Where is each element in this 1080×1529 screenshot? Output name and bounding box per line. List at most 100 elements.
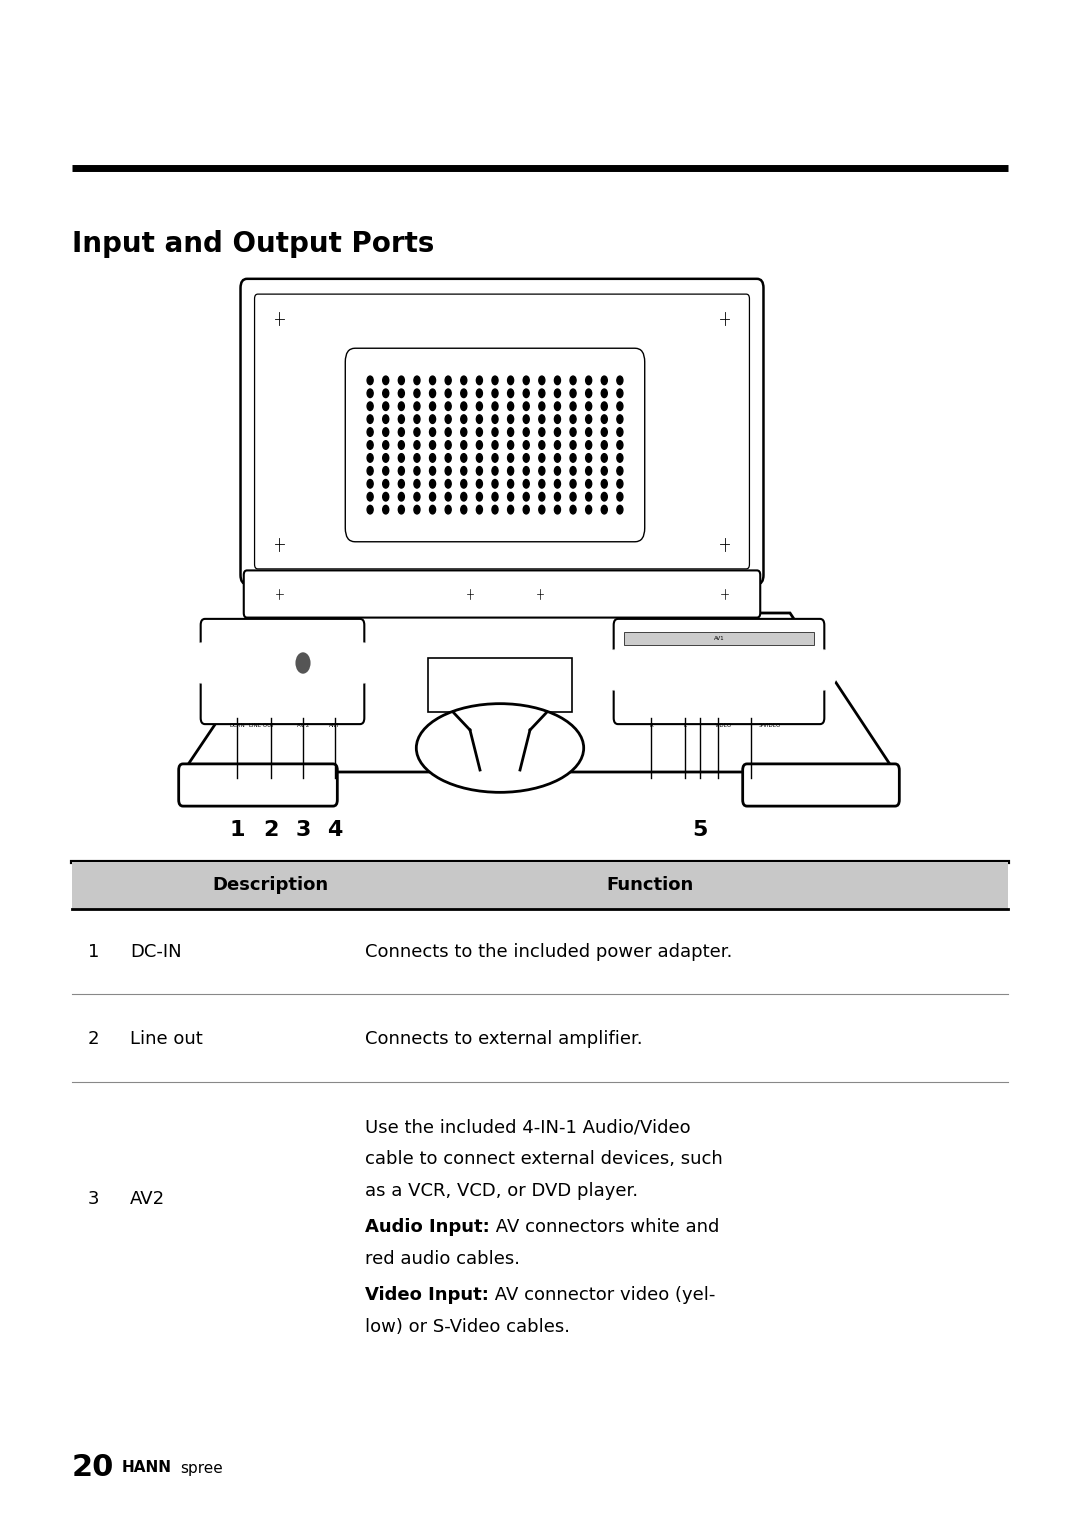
Text: red audio cables.: red audio cables.	[365, 1251, 519, 1268]
Circle shape	[492, 414, 498, 424]
Circle shape	[461, 506, 467, 514]
Text: low) or S-Video cables.: low) or S-Video cables.	[365, 1318, 570, 1336]
Circle shape	[719, 586, 730, 601]
Circle shape	[476, 388, 483, 398]
Circle shape	[445, 466, 451, 476]
Text: VIDEO: VIDEO	[715, 723, 732, 728]
Circle shape	[382, 428, 389, 436]
Circle shape	[600, 650, 629, 690]
Circle shape	[430, 402, 435, 410]
Text: Function: Function	[606, 876, 693, 894]
Circle shape	[367, 428, 374, 436]
Circle shape	[523, 466, 529, 476]
Circle shape	[430, 376, 435, 385]
Circle shape	[476, 480, 483, 488]
Circle shape	[367, 388, 374, 398]
Circle shape	[461, 414, 467, 424]
Circle shape	[508, 440, 514, 450]
Circle shape	[554, 414, 561, 424]
Bar	[624, 631, 813, 645]
Circle shape	[523, 492, 529, 502]
Circle shape	[476, 376, 483, 385]
Circle shape	[585, 414, 592, 424]
Circle shape	[492, 480, 498, 488]
Circle shape	[570, 480, 576, 488]
Circle shape	[445, 454, 451, 462]
Text: Audio Input:: Audio Input:	[365, 1219, 489, 1235]
Circle shape	[602, 454, 607, 462]
Text: Connects to the included power adapter.: Connects to the included power adapter.	[365, 943, 732, 962]
Circle shape	[602, 506, 607, 514]
Circle shape	[617, 480, 623, 488]
Circle shape	[539, 414, 544, 424]
Circle shape	[617, 440, 623, 450]
Text: AV connectors white and: AV connectors white and	[489, 1219, 719, 1235]
Circle shape	[539, 388, 544, 398]
Circle shape	[399, 454, 404, 462]
Circle shape	[399, 414, 404, 424]
Circle shape	[492, 454, 498, 462]
Circle shape	[476, 506, 483, 514]
Circle shape	[492, 376, 498, 385]
Circle shape	[230, 654, 243, 673]
Circle shape	[399, 492, 404, 502]
Circle shape	[539, 440, 544, 450]
Text: DC-IN: DC-IN	[130, 943, 181, 962]
FancyBboxPatch shape	[241, 278, 764, 584]
Circle shape	[492, 492, 498, 502]
Circle shape	[382, 388, 389, 398]
Circle shape	[602, 466, 607, 476]
Text: AV 2: AV 2	[297, 723, 309, 728]
Circle shape	[414, 402, 420, 410]
Circle shape	[744, 661, 757, 679]
Circle shape	[570, 466, 576, 476]
Text: 3: 3	[87, 1190, 99, 1208]
Circle shape	[382, 376, 389, 385]
Circle shape	[430, 506, 435, 514]
Text: Connects to external amplifier.: Connects to external amplifier.	[365, 1031, 643, 1047]
Circle shape	[382, 402, 389, 410]
Text: Line out: Line out	[130, 1031, 203, 1047]
Text: 2: 2	[87, 1031, 99, 1047]
Circle shape	[461, 388, 467, 398]
Circle shape	[188, 644, 216, 683]
Circle shape	[476, 414, 483, 424]
Circle shape	[445, 402, 451, 410]
Circle shape	[602, 414, 607, 424]
Text: cable to connect external devices, such: cable to connect external devices, such	[365, 1150, 723, 1168]
Circle shape	[414, 428, 420, 436]
Circle shape	[321, 644, 349, 683]
Circle shape	[414, 388, 420, 398]
Text: DC-IN: DC-IN	[229, 723, 245, 728]
Circle shape	[367, 440, 374, 450]
Circle shape	[430, 454, 435, 462]
Circle shape	[602, 376, 607, 385]
Circle shape	[399, 402, 404, 410]
Circle shape	[617, 414, 623, 424]
Circle shape	[273, 309, 286, 327]
Text: 1: 1	[87, 943, 99, 962]
Circle shape	[554, 466, 561, 476]
Circle shape	[399, 388, 404, 398]
Circle shape	[617, 402, 623, 410]
Polygon shape	[183, 613, 895, 772]
Circle shape	[508, 428, 514, 436]
Circle shape	[617, 388, 623, 398]
Text: R: R	[649, 723, 653, 728]
Circle shape	[382, 492, 389, 502]
Circle shape	[585, 454, 592, 462]
Circle shape	[257, 644, 285, 683]
Circle shape	[769, 650, 797, 690]
Text: AV connector video (yel-: AV connector video (yel-	[489, 1286, 715, 1304]
Circle shape	[445, 414, 451, 424]
Circle shape	[414, 440, 420, 450]
FancyBboxPatch shape	[613, 619, 824, 725]
FancyBboxPatch shape	[178, 764, 337, 806]
Circle shape	[461, 492, 467, 502]
Circle shape	[445, 492, 451, 502]
Circle shape	[367, 376, 374, 385]
Circle shape	[492, 402, 498, 410]
Circle shape	[445, 506, 451, 514]
Circle shape	[222, 644, 251, 683]
Circle shape	[617, 376, 623, 385]
